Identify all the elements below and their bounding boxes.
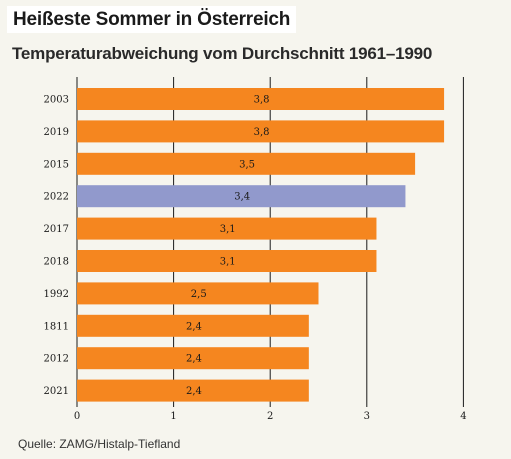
x-tick-label-1: 1 — [170, 411, 176, 422]
x-tick-label-0: 0 — [74, 411, 80, 422]
category-label-2019: 2019 — [44, 127, 69, 138]
x-tick-label-3: 3 — [364, 411, 370, 422]
bar-2018 — [77, 250, 377, 272]
bar-2022 — [77, 185, 406, 208]
bar-2019 — [77, 120, 445, 143]
category-label-1811: 1811 — [44, 321, 69, 332]
bar-1811 — [77, 314, 309, 337]
value-label-2022: 3,4 — [234, 192, 250, 203]
bar-2003 — [77, 88, 445, 110]
bar-1992 — [77, 282, 319, 305]
bar-2015 — [77, 152, 416, 175]
x-tick-label-4: 4 — [460, 411, 466, 422]
value-label-1811: 2,4 — [186, 321, 202, 332]
category-label-2003: 2003 — [44, 95, 69, 106]
bar-chart: 2003 3,8 2019 3,8 2015 3,5 2022 3,4 2017 3,1 2018 3… — [44, 77, 467, 422]
category-label-2021: 2021 — [44, 386, 69, 397]
value-label-2017: 3,1 — [220, 224, 236, 235]
value-label-2021: 2,4 — [186, 386, 202, 397]
x-tick-label-2: 2 — [267, 411, 273, 422]
value-label-2015: 3,5 — [239, 159, 255, 170]
chart-title: Heißeste Sommer in Österreich — [7, 6, 297, 33]
value-label-2019: 3,8 — [254, 127, 270, 138]
category-label-2017: 2017 — [44, 224, 69, 235]
bar-2012 — [77, 347, 309, 370]
bar-2017 — [77, 217, 377, 240]
source-note: Quelle: ZAMG/Histalp-Tiefland — [18, 437, 181, 451]
category-label-2012: 2012 — [44, 354, 69, 365]
chart-subtitle: Temperaturabweichung vom Durchschnitt 19… — [12, 44, 433, 63]
value-label-1992: 2,5 — [191, 289, 207, 300]
category-label-2022: 2022 — [44, 192, 69, 203]
bar-2021 — [77, 379, 309, 402]
category-label-2015: 2015 — [44, 159, 69, 170]
value-label-2003: 3,8 — [254, 95, 270, 106]
value-label-2018: 3,1 — [220, 257, 236, 268]
category-label-1992: 1992 — [44, 289, 69, 300]
category-label-2018: 2018 — [44, 257, 69, 268]
value-label-2012: 2,4 — [186, 354, 202, 365]
